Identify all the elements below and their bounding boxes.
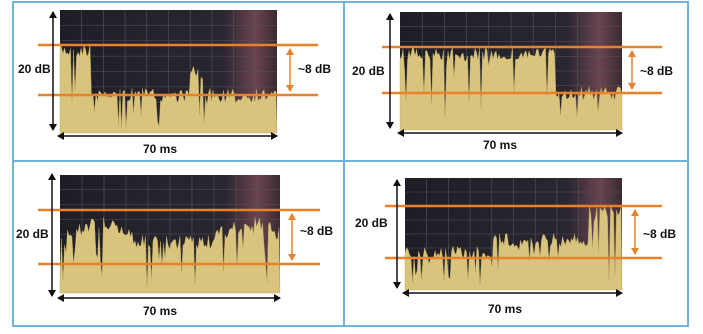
delta-label: ~8 dB [643, 227, 676, 241]
level-label: 20 dB [352, 64, 385, 78]
level-label: 20 dB [18, 62, 51, 76]
waveform [59, 217, 281, 294]
time-label: 70 ms [143, 304, 177, 318]
waveform [404, 205, 623, 291]
delta-label: ~8 dB [298, 62, 331, 76]
delta-label: ~8 dB [300, 224, 333, 238]
outer-frame [12, 1, 689, 327]
level-label: 20 dB [355, 216, 388, 230]
delta-label: ~8 dB [640, 64, 673, 78]
time-label: 70 ms [143, 142, 177, 156]
time-label: 70 ms [488, 302, 522, 316]
time-label: 70 ms [483, 138, 517, 152]
level-label: 20 dB [16, 227, 49, 241]
